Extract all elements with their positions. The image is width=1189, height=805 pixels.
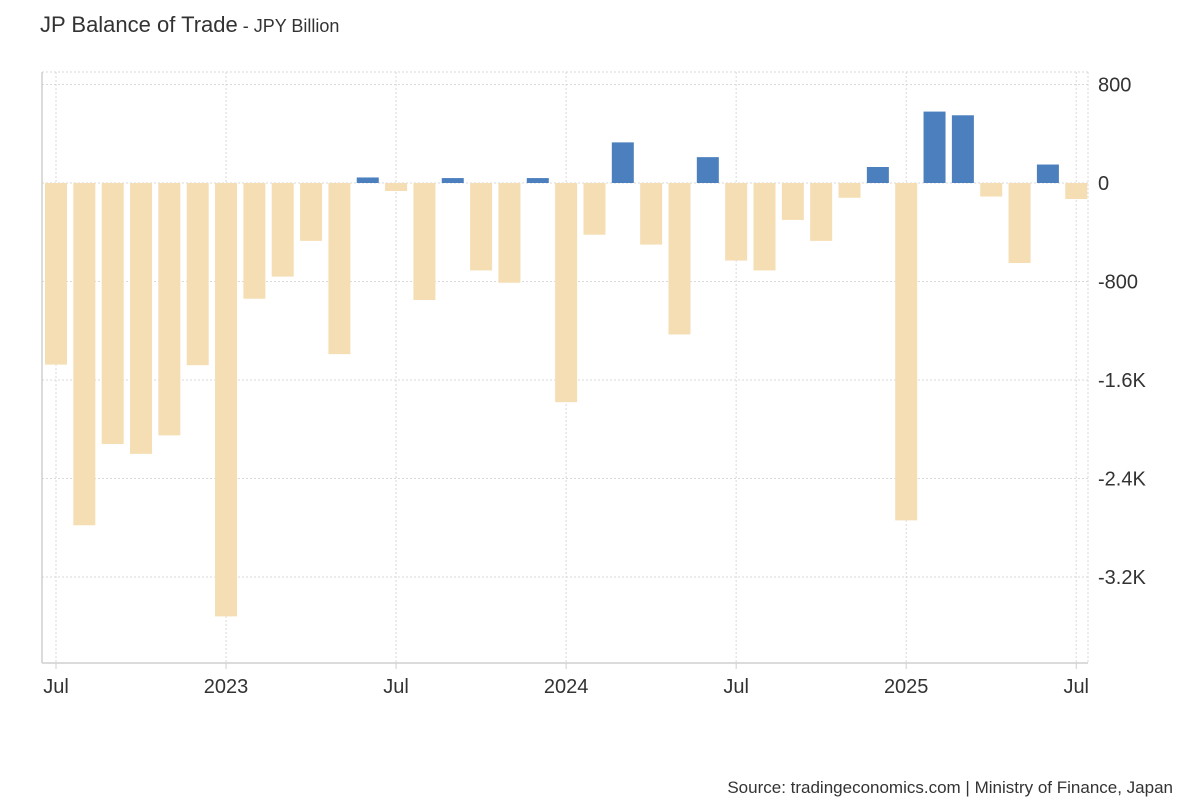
bar-2024-12[interactable] <box>866 166 889 183</box>
bar-2023-01[interactable] <box>215 183 238 617</box>
bar-2023-06[interactable] <box>356 177 379 183</box>
bar-2023-05[interactable] <box>328 183 351 355</box>
x-tick-label: Jul <box>1063 676 1089 698</box>
bar-2025-01[interactable] <box>895 183 918 521</box>
bar-2025-02[interactable] <box>923 111 946 183</box>
bar-2023-09[interactable] <box>441 178 464 183</box>
bar-2022-12[interactable] <box>186 183 209 366</box>
label-layer: 800 0 -800 -1.6K -2.4K -3.2K Jul 2023 Jul 2024 Jul… <box>43 75 1146 699</box>
bar-2025-07[interactable] <box>1065 183 1088 200</box>
bar-2022-10[interactable] <box>130 183 153 454</box>
bar-2022-07[interactable] <box>45 183 67 365</box>
bar-2024-08[interactable] <box>753 183 776 271</box>
bar-2025-06[interactable] <box>1036 164 1059 183</box>
bar-2023-02[interactable] <box>243 183 266 299</box>
bar-2024-11[interactable] <box>838 183 861 198</box>
bar-layer <box>45 111 1088 617</box>
x-tick-label: Jul <box>723 676 749 698</box>
bar-2025-03[interactable] <box>951 115 974 183</box>
bar-2024-05[interactable] <box>668 183 691 335</box>
bar-2022-08[interactable] <box>73 183 96 526</box>
y-tick-label: -2.4K <box>1098 469 1146 491</box>
y-tick-label: 0 <box>1098 173 1109 195</box>
bar-2023-10[interactable] <box>470 183 493 271</box>
bar-2022-11[interactable] <box>158 183 181 436</box>
y-tick-label: -800 <box>1098 272 1138 294</box>
axis-layer <box>41 72 1089 669</box>
x-tick-label: 2023 <box>204 676 249 698</box>
bar-2023-08[interactable] <box>413 183 436 300</box>
chart-title-main: JP Balance of Trade <box>40 12 238 37</box>
bar-2025-04[interactable] <box>980 183 1003 197</box>
bar-2024-02[interactable] <box>583 183 606 235</box>
x-tick-label: 2025 <box>884 676 929 698</box>
chart-title: JP Balance of Trade - JPY Billion <box>40 12 339 38</box>
x-tick-label: 2024 <box>544 676 589 698</box>
chart-title-unit: - JPY Billion <box>237 16 340 36</box>
bar-2024-06[interactable] <box>696 157 719 183</box>
bar-2024-10[interactable] <box>810 183 833 241</box>
x-tick-label: Jul <box>43 676 69 698</box>
y-tick-label: 800 <box>1098 75 1131 97</box>
bar-2024-01[interactable] <box>555 183 578 403</box>
source-attribution: Source: tradingeconomics.com | Ministry … <box>727 778 1173 797</box>
bar-2023-11[interactable] <box>498 183 521 283</box>
bar-2023-07[interactable] <box>385 183 408 192</box>
y-tick-label: -1.6K <box>1098 370 1146 392</box>
bar-2023-12[interactable] <box>526 178 549 183</box>
bar-2025-05[interactable] <box>1008 183 1031 264</box>
y-tick-label: -3.2K <box>1098 567 1146 589</box>
bar-2023-04[interactable] <box>300 183 323 241</box>
bar-2024-03[interactable] <box>611 142 634 183</box>
bar-2022-09[interactable] <box>101 183 124 445</box>
bar-2024-09[interactable] <box>781 183 804 220</box>
x-tick-label: Jul <box>383 676 409 698</box>
bar-2024-04[interactable] <box>640 183 663 245</box>
bar-2024-07[interactable] <box>725 183 748 261</box>
bar-2023-03[interactable] <box>271 183 294 277</box>
